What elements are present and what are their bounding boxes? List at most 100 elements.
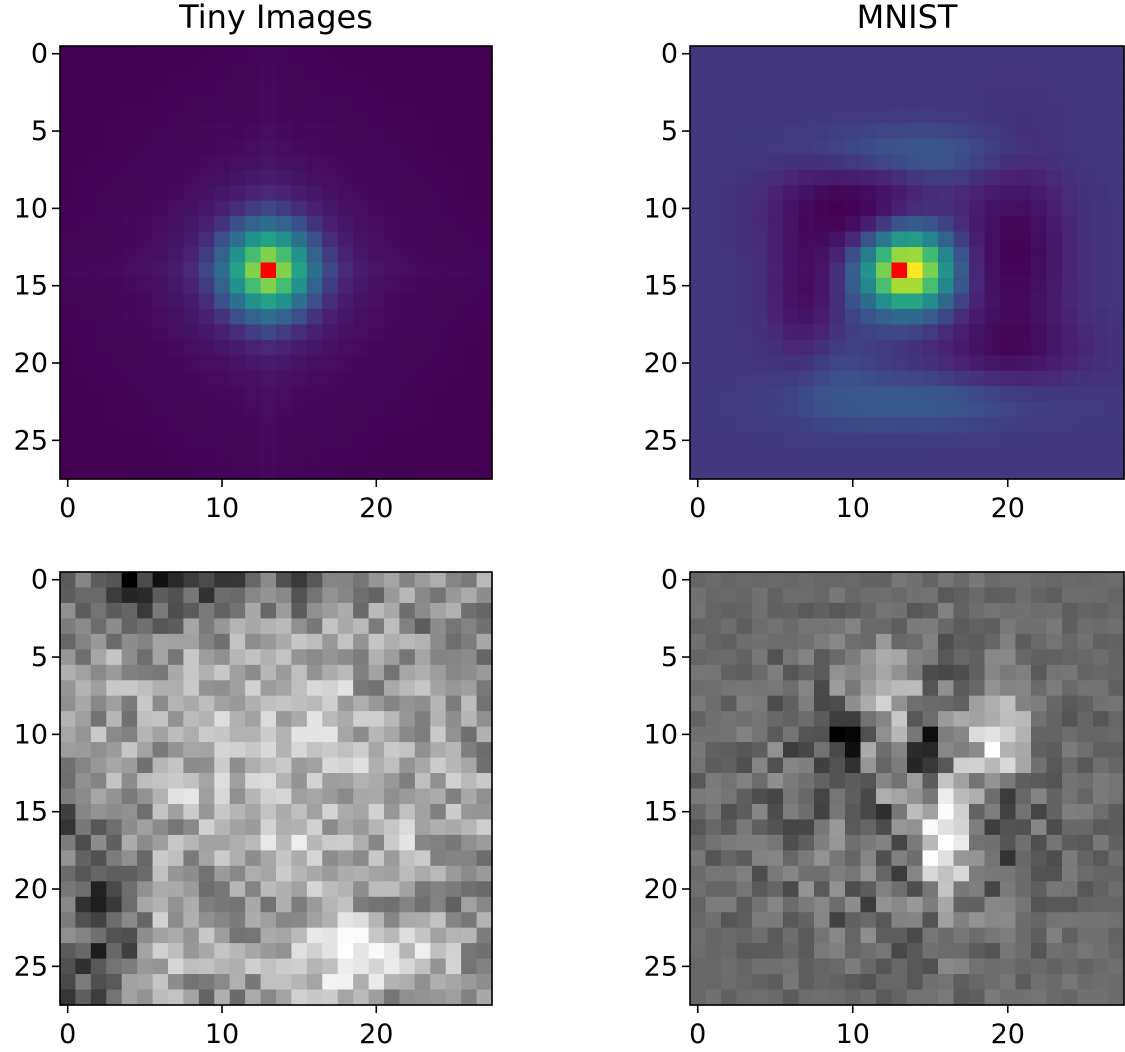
- heatmap-cell: [891, 834, 908, 851]
- heatmap-cell: [752, 169, 769, 186]
- heatmap-cell: [953, 401, 970, 418]
- heatmap-cell: [1031, 231, 1048, 248]
- heatmap-cell: [476, 277, 493, 295]
- heatmap-cell: [984, 958, 1001, 975]
- heatmap-cell: [907, 958, 924, 975]
- heatmap-cell: [891, 401, 908, 418]
- heatmap-cell: [306, 200, 323, 217]
- heatmap-cell: [353, 680, 370, 697]
- heatmap-cell: [198, 386, 215, 403]
- heatmap-cell: [1000, 711, 1017, 728]
- heatmap-cell: [276, 819, 293, 836]
- heatmap-cell: [1062, 974, 1079, 991]
- heatmap-cell: [922, 138, 939, 155]
- heatmap-cell: [860, 865, 877, 882]
- heatmap-cell: [106, 726, 123, 743]
- heatmap-cell: [690, 401, 707, 418]
- heatmap-cell: [168, 401, 185, 418]
- heatmap-cell: [276, 123, 293, 140]
- heatmap-cell: [399, 432, 416, 449]
- heatmap-cell: [260, 726, 277, 743]
- heatmap-cell: [783, 107, 800, 124]
- heatmap-cell: [1046, 107, 1063, 124]
- heatmap-cell: [260, 896, 277, 913]
- heatmap-cell: [767, 881, 784, 898]
- heatmap-cell: [121, 386, 138, 403]
- heatmap-cell: [1108, 865, 1125, 882]
- heatmap-cell: [690, 834, 707, 851]
- heatmap-cell: [306, 386, 323, 403]
- heatmap-cell: [690, 463, 707, 480]
- heatmap-cell: [1093, 463, 1110, 480]
- heatmap-cell: [752, 989, 769, 1006]
- heatmap-cell: [306, 912, 323, 929]
- heatmap-cell: [90, 680, 107, 697]
- heatmap-cell: [353, 912, 370, 929]
- heatmap-cell: [229, 633, 246, 650]
- heatmap-cell: [168, 247, 185, 264]
- heatmap-cell: [1046, 587, 1063, 604]
- heatmap-cell: [690, 262, 707, 279]
- heatmap-cell: [1046, 463, 1063, 480]
- heatmap-cell: [306, 92, 323, 109]
- heatmap-cell: [322, 448, 339, 465]
- heatmap-cell: [1046, 742, 1063, 759]
- heatmap-cell: [399, 602, 416, 619]
- heatmap-cell: [461, 927, 478, 944]
- heatmap-cell: [721, 865, 738, 882]
- heatmap-cell: [353, 76, 370, 93]
- heatmap-cell: [829, 185, 846, 202]
- heatmap-cell: [953, 819, 970, 836]
- heatmap-cell: [1031, 664, 1048, 681]
- heatmap-cell: [245, 618, 262, 635]
- heatmap-cell: [984, 618, 1001, 635]
- heatmap-cell: [984, 92, 1001, 109]
- heatmap-cell: [736, 788, 753, 805]
- heatmap-cell: [476, 865, 493, 882]
- heatmap-cell: [430, 247, 447, 264]
- heatmap-cell: [414, 633, 431, 650]
- heatmap-cell: [1062, 231, 1079, 248]
- heatmap-cell: [829, 881, 846, 898]
- heatmap-cell: [75, 293, 92, 310]
- heatmap-cell: [984, 76, 1001, 93]
- heatmap-cell: [705, 834, 722, 851]
- heatmap-cell: [476, 602, 493, 619]
- heatmap-cell: [137, 339, 154, 356]
- heatmap-cell: [1046, 247, 1063, 264]
- heatmap-cell: [399, 169, 416, 186]
- heatmap-cell: [736, 834, 753, 851]
- heatmap-cell: [291, 649, 308, 666]
- heatmap-cell: [767, 463, 784, 480]
- heatmap-cell: [476, 896, 493, 913]
- y-tick-label: 0: [661, 565, 678, 596]
- heatmap-cell: [291, 726, 308, 743]
- heatmap-cell: [783, 92, 800, 109]
- heatmap-cell: [1062, 587, 1079, 604]
- heatmap-cell: [1031, 788, 1048, 805]
- heatmap-cell: [922, 92, 939, 109]
- axes-frame: [59, 45, 493, 480]
- heatmap-cell: [276, 448, 293, 465]
- heatmap-cell: [907, 123, 924, 140]
- heatmap-cell: [276, 680, 293, 697]
- heatmap-cell: [368, 664, 385, 681]
- heatmap-cell: [984, 803, 1001, 821]
- heatmap-cell: [767, 587, 784, 604]
- heatmap-cell: [245, 169, 262, 186]
- heatmap-cell: [984, 463, 1001, 480]
- heatmap-cell: [75, 386, 92, 403]
- heatmap-cell: [291, 247, 308, 264]
- heatmap-cell: [798, 680, 815, 697]
- heatmap-cell: [1093, 154, 1110, 171]
- heatmap-cell: [121, 757, 138, 774]
- heatmap-cell: [445, 773, 462, 790]
- heatmap-cell: [214, 881, 231, 898]
- y-tick-label: 15: [14, 797, 48, 828]
- heatmap-cell: [137, 865, 154, 882]
- heatmap-cell: [90, 649, 107, 666]
- heatmap-cell: [60, 788, 77, 805]
- heatmap-cell: [984, 912, 1001, 929]
- heatmap-cell: [1015, 324, 1032, 341]
- heatmap-cell: [414, 386, 431, 403]
